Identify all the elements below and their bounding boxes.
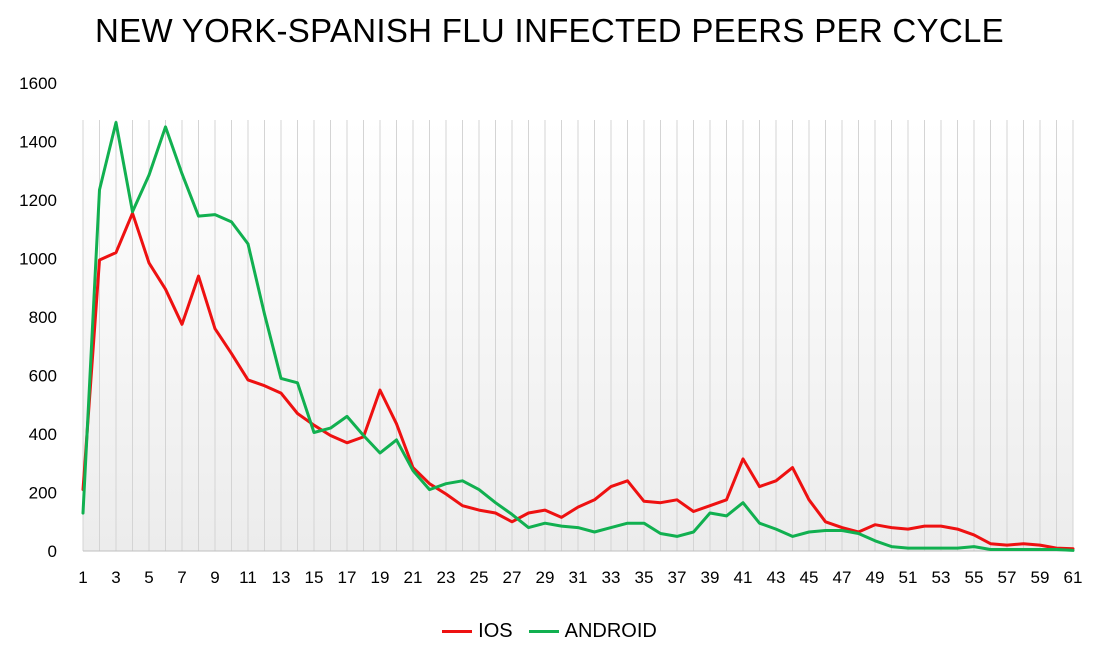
x-tick-label: 9 <box>210 568 219 587</box>
x-tick-label: 61 <box>1064 568 1083 587</box>
y-tick-label: 1200 <box>19 191 57 210</box>
x-tick-label: 7 <box>177 568 186 587</box>
x-tick-label: 47 <box>833 568 852 587</box>
legend-item-android: ANDROID <box>528 620 657 643</box>
x-tick-label: 19 <box>371 568 390 587</box>
x-tick-label: 37 <box>668 568 687 587</box>
x-tick-label: 49 <box>866 568 885 587</box>
legend-swatch <box>442 630 473 633</box>
x-tick-label: 39 <box>701 568 720 587</box>
legend-item-ios: IOS <box>442 620 513 643</box>
x-tick-label: 1 <box>78 568 87 587</box>
legend-swatch <box>528 630 559 633</box>
x-tick-label: 31 <box>569 568 588 587</box>
y-axis: 0 200 400 600 800 1000 1200 1400 1600 <box>19 74 57 561</box>
x-tick-label: 43 <box>767 568 786 587</box>
series-group <box>81 121 1075 552</box>
x-tick-label: 55 <box>965 568 984 587</box>
y-tick-label: 200 <box>29 484 57 503</box>
x-tick-label: 41 <box>734 568 753 587</box>
x-tick-label: 21 <box>404 568 423 587</box>
x-tick-label: 51 <box>899 568 918 587</box>
x-tick-label: 23 <box>437 568 456 587</box>
x-tick-label: 27 <box>503 568 522 587</box>
series-line-ios <box>81 211 1075 551</box>
x-tick-label: 59 <box>1031 568 1050 587</box>
y-tick-label: 0 <box>48 542 57 561</box>
x-tick-label: 5 <box>144 568 153 587</box>
x-tick-label: 53 <box>932 568 951 587</box>
x-tick-label: 15 <box>305 568 324 587</box>
y-tick-label: 400 <box>29 425 57 444</box>
x-tick-label: 57 <box>998 568 1017 587</box>
x-tick-label: 33 <box>602 568 621 587</box>
legend-label: IOS <box>478 620 513 642</box>
x-tick-label: 13 <box>272 568 291 587</box>
x-tick-label: 25 <box>470 568 489 587</box>
y-tick-label: 1000 <box>19 250 57 269</box>
x-tick-label: 29 <box>536 568 555 587</box>
y-tick-label: 1600 <box>19 74 57 93</box>
y-tick-label: 1400 <box>19 133 57 152</box>
y-tick-label: 600 <box>29 367 57 386</box>
x-tick-label: 45 <box>800 568 819 587</box>
x-tick-label: 11 <box>239 568 257 587</box>
y-tick-label: 800 <box>29 308 57 327</box>
legend: IOS ANDROID <box>0 620 1099 643</box>
x-tick-label: 17 <box>338 568 357 587</box>
x-tick-label: 35 <box>635 568 654 587</box>
legend-label: ANDROID <box>564 620 657 642</box>
vertical-gridlines <box>82 120 1074 551</box>
chart-title: NEW YORK-SPANISH FLU INFECTED PEERS PER … <box>95 12 1004 49</box>
series-line-android <box>81 121 1075 552</box>
x-tick-label: 3 <box>111 568 120 587</box>
x-axis: 1 3 5 7 9 11 13 15 17 19 21 23 25 27 29 31 33 35 37 39 41 43 4… <box>78 550 1083 587</box>
